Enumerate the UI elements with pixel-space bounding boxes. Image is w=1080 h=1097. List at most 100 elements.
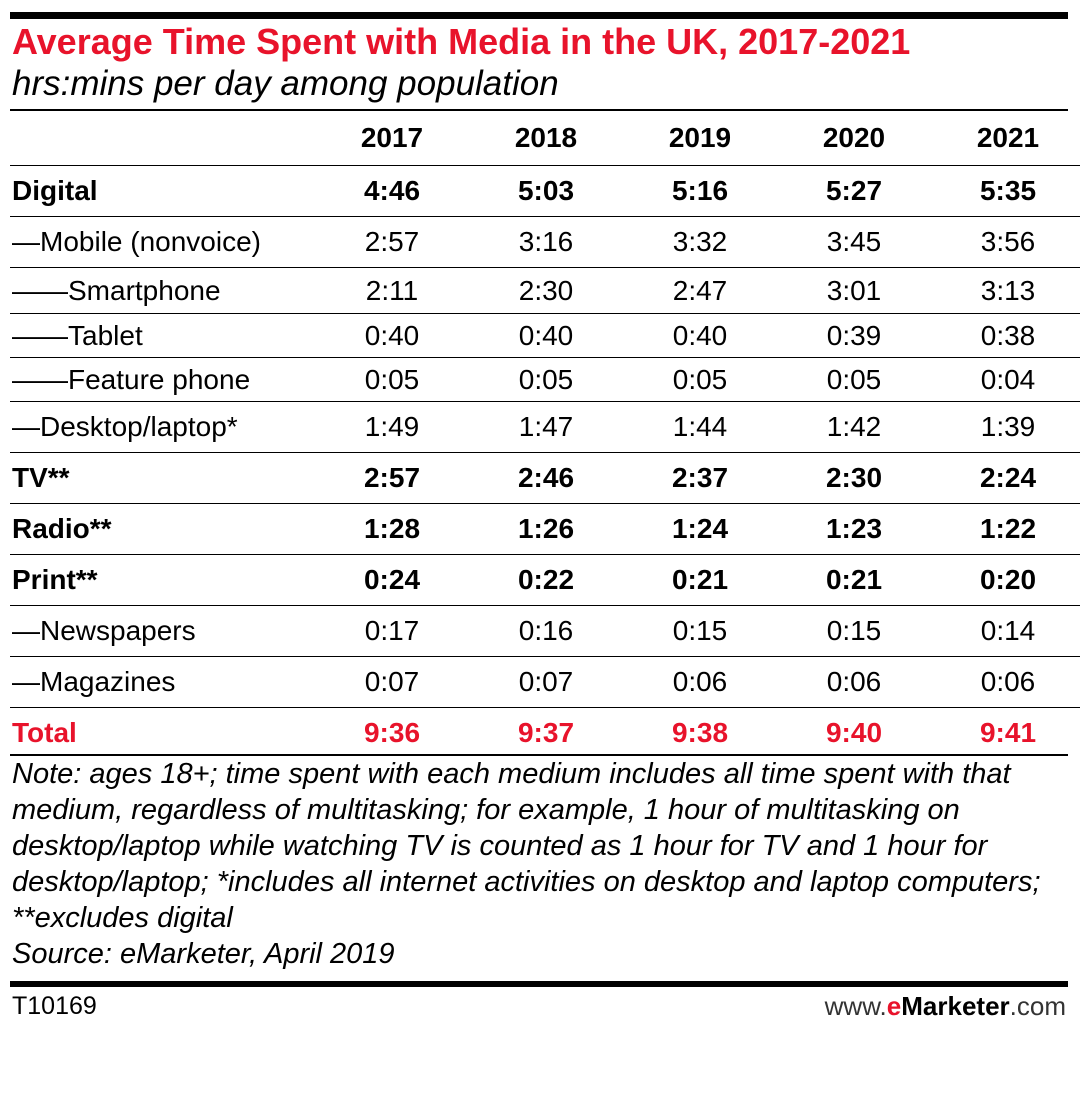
table-cell: 9:36 <box>363 717 421 748</box>
table-cell: 9:41 <box>979 717 1037 748</box>
table-cell: 3:32 <box>672 226 728 257</box>
table-row: —Mobile (nonvoice) 2:57 3:16 3:32 3:45 3:56 <box>10 216 1080 268</box>
table-cell: 0:04 <box>980 363 1036 395</box>
column-header: 2019 <box>668 122 732 153</box>
table-row: TV** 2:57 2:46 2:37 2:30 2:24 <box>10 452 1080 504</box>
table-cell: 2:30 <box>518 274 574 306</box>
table-row: ——Smartphone 2:11 2:30 2:47 3:01 3:13 <box>10 267 1080 314</box>
table-cell: 2:24 <box>979 462 1037 493</box>
total-row: Total 9:36 9:37 9:38 9:40 9:41 <box>10 707 1080 759</box>
row-label: —Desktop/laptop* <box>12 411 238 442</box>
row-label: Total <box>12 717 77 748</box>
table-cell: 0:06 <box>826 666 882 697</box>
table-cell: 5:03 <box>517 175 575 206</box>
table-cell: 1:23 <box>825 513 883 544</box>
table-cell: 0:05 <box>518 363 574 395</box>
table-cell: 0:40 <box>364 319 420 351</box>
bottom-rule <box>10 981 1068 987</box>
row-label: —Newspapers <box>12 615 196 646</box>
header-label-cell <box>10 111 315 166</box>
column-header: 2021 <box>976 122 1040 153</box>
column-header: 2020 <box>822 122 886 153</box>
table-cell: 0:15 <box>672 615 728 646</box>
table-cell: 5:35 <box>979 175 1037 206</box>
table-cell: 0:40 <box>672 319 728 351</box>
table-cell: 2:11 <box>365 274 419 306</box>
table-cell: 3:56 <box>980 226 1036 257</box>
table-cell: 0:24 <box>363 564 421 595</box>
table-cell: 1:44 <box>672 411 728 442</box>
brand-e: e <box>886 991 902 1021</box>
table-cell: 1:24 <box>671 513 729 544</box>
table-cell: 1:49 <box>364 411 420 442</box>
row-label: Print** <box>12 564 98 595</box>
table-cell: 0:17 <box>364 615 420 646</box>
table-cell: 1:47 <box>518 411 574 442</box>
table-cell: 0:20 <box>979 564 1037 595</box>
table-cell: 0:40 <box>518 319 574 351</box>
table-cell: 0:21 <box>671 564 729 595</box>
row-label: ——Smartphone <box>12 274 221 306</box>
table-row: Radio** 1:28 1:26 1:24 1:23 1:22 <box>10 503 1080 555</box>
table-cell: 0:07 <box>364 666 420 697</box>
header-rule <box>10 109 1068 111</box>
table-cell: 2:37 <box>671 462 729 493</box>
table-row: Print** 0:24 0:22 0:21 0:21 0:20 <box>10 554 1080 606</box>
table-cell: 0:22 <box>517 564 575 595</box>
brand-prefix: www. <box>824 991 887 1021</box>
row-label: Radio** <box>12 513 112 544</box>
column-header: 2018 <box>514 122 578 153</box>
table-row: —Magazines 0:07 0:07 0:06 0:06 0:06 <box>10 656 1080 708</box>
table-cell: 9:40 <box>825 717 883 748</box>
source-text: Source: eMarketer, April 2019 <box>12 938 395 970</box>
media-time-table: 2017 2018 2019 2020 2021 Digital 4:46 5:03… <box>10 111 1080 758</box>
table-cell: 2:57 <box>364 226 420 257</box>
table-cell: 0:06 <box>980 666 1036 697</box>
table-cell: 1:22 <box>979 513 1037 544</box>
table-bottom-rule <box>10 754 1068 756</box>
brand-name: Marketer <box>901 991 1010 1021</box>
table-cell: 1:39 <box>980 411 1036 442</box>
table-row: ——Feature phone 0:05 0:05 0:05 0:05 0:04 <box>10 357 1080 402</box>
table-cell: 0:06 <box>672 666 728 697</box>
chart-title: Average Time Spent with Media in the UK,… <box>12 21 911 62</box>
table-cell: 2:30 <box>825 462 883 493</box>
table-cell: 2:47 <box>672 274 728 306</box>
row-label: ——Tablet <box>12 319 143 351</box>
table-cell: 0:16 <box>518 615 574 646</box>
table-cell: 3:13 <box>980 274 1036 306</box>
table-cell: 2:46 <box>517 462 575 493</box>
brand-suffix: .com <box>1009 991 1066 1021</box>
table-cell: 3:01 <box>826 274 882 306</box>
table-row: —Desktop/laptop* 1:49 1:47 1:44 1:42 1:39 <box>10 401 1080 453</box>
table-cell: 3:16 <box>518 226 574 257</box>
note-text: Note: ages 18+; time spent with each med… <box>12 758 1041 934</box>
column-header: 2017 <box>360 122 424 153</box>
chart-subtitle: hrs:mins per day among population <box>12 64 559 103</box>
table-cell: 1:28 <box>363 513 421 544</box>
table-cell: 0:14 <box>980 615 1036 646</box>
table-cell: 0:39 <box>826 319 882 351</box>
table-cell: 0:38 <box>980 319 1036 351</box>
table-cell: 1:26 <box>517 513 575 544</box>
table-cell: 3:45 <box>826 226 882 257</box>
table-cell: 0:07 <box>518 666 574 697</box>
footnote: Note: ages 18+; time spent with each med… <box>12 756 1068 972</box>
table-row: —Newspapers 0:17 0:16 0:15 0:15 0:14 <box>10 605 1080 657</box>
table-cell: 5:27 <box>825 175 883 206</box>
table-row: Digital 4:46 5:03 5:16 5:27 5:35 <box>10 165 1080 217</box>
table-cell: 2:57 <box>363 462 421 493</box>
table-cell: 0:05 <box>672 363 728 395</box>
row-label: TV** <box>12 462 70 493</box>
top-rule <box>10 12 1068 19</box>
table-cell: 1:42 <box>826 411 882 442</box>
table-cell: 0:05 <box>364 363 420 395</box>
table-cell: 0:05 <box>826 363 882 395</box>
row-label: —Mobile (nonvoice) <box>12 226 261 257</box>
table-row: ——Tablet 0:40 0:40 0:40 0:39 0:38 <box>10 313 1080 358</box>
table-cell: 0:15 <box>826 615 882 646</box>
row-label: Digital <box>12 175 98 206</box>
brand-logo: www.eMarketer.com <box>825 990 1066 1022</box>
table-cell: 9:37 <box>517 717 575 748</box>
table-header-row: 2017 2018 2019 2020 2021 <box>10 111 1080 166</box>
